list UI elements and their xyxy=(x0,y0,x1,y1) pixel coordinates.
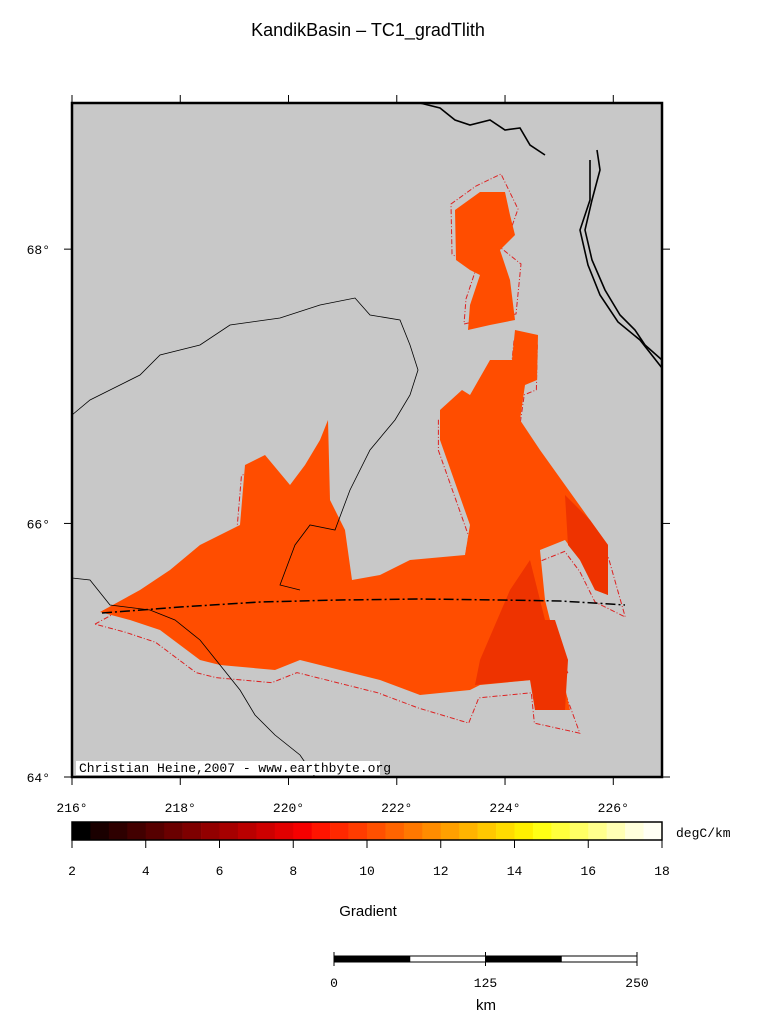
lat-tick-label: 68° xyxy=(27,243,50,258)
colorbar-swatch xyxy=(403,822,423,840)
scalebar-tick-label: 250 xyxy=(625,976,648,991)
colorbar-swatch xyxy=(477,822,497,840)
title: KandikBasin – TC1_gradTlith xyxy=(251,20,485,41)
credit-background xyxy=(76,761,380,775)
colorbar-swatch xyxy=(606,822,626,840)
scalebar-unit: km xyxy=(476,997,496,1014)
basin-high-gradient xyxy=(475,495,608,710)
lat-tick-label: 66° xyxy=(27,517,50,532)
colorbar-swatch xyxy=(348,822,368,840)
colorbar-swatch xyxy=(219,822,239,840)
colorbar-swatch xyxy=(330,822,349,840)
colorbar-swatch xyxy=(367,822,386,840)
colorbar-tick-label: 6 xyxy=(216,864,224,879)
colorbar-swatch xyxy=(90,822,110,840)
lon-tick-label: 224° xyxy=(489,801,520,816)
colorbar-tick-label: 12 xyxy=(433,864,449,879)
colorbar-unit: degC/km xyxy=(676,826,731,841)
colorbar-swatch xyxy=(145,822,165,840)
colorbar-swatch xyxy=(237,822,257,840)
colorbar-swatch xyxy=(440,822,460,840)
colorbar-swatch xyxy=(625,822,644,840)
colorbar-swatch xyxy=(588,822,607,840)
colorbar-tick-label: 8 xyxy=(289,864,297,879)
colorbar-swatch xyxy=(551,822,571,840)
lon-tick-label: 220° xyxy=(273,801,304,816)
colorbar-tick-label: 18 xyxy=(654,864,670,879)
colorbar-swatch xyxy=(459,822,478,840)
colorbar-swatch xyxy=(385,822,405,840)
lon-tick-label: 216° xyxy=(56,801,87,816)
basin-fill xyxy=(100,192,608,710)
colorbar-tick-label: 14 xyxy=(507,864,523,879)
colorbar-swatch xyxy=(274,822,294,840)
colorbar-swatch xyxy=(496,822,515,840)
colorbar-swatch xyxy=(164,822,183,840)
colorbar-label: Gradient xyxy=(339,903,397,920)
colorbar-swatch xyxy=(311,822,331,840)
colorbar-swatch xyxy=(643,822,663,840)
colorbar-swatch xyxy=(256,822,276,840)
scalebar-segment xyxy=(333,955,411,963)
colorbar-swatch xyxy=(127,822,147,840)
lon-tick-label: 218° xyxy=(165,801,196,816)
lon-tick-label: 222° xyxy=(381,801,412,816)
borders xyxy=(71,297,419,778)
colorbar-swatch xyxy=(72,822,91,840)
coastline xyxy=(419,102,663,369)
colorbar-swatch xyxy=(532,822,552,840)
credit: Christian Heine,2007 - www.earthbyte.org xyxy=(79,761,391,776)
scalebar-segment xyxy=(485,955,562,963)
scalebar-segment xyxy=(409,955,486,963)
colorbar-swatch xyxy=(182,822,202,840)
colorbar-tick-label: 10 xyxy=(359,864,375,879)
scalebar-segment xyxy=(560,955,638,963)
map-area: Christian Heine,2007 - www.earthbyte.org xyxy=(70,101,664,779)
colorbar-swatch xyxy=(108,822,128,840)
scalebar-tick-label: 0 xyxy=(330,976,338,991)
scalebar: 0 125 250 xyxy=(330,952,649,991)
scalebar-tick-label: 125 xyxy=(474,976,497,991)
lat-tick-label: 64° xyxy=(27,771,50,786)
colorbar-swatch xyxy=(422,822,442,840)
colorbar-swatch xyxy=(201,822,220,840)
lon-tick-label: 226° xyxy=(598,801,629,816)
colorbar-tick-label: 16 xyxy=(580,864,596,879)
colorbar-swatch xyxy=(514,822,534,840)
colorbar-swatch xyxy=(293,822,312,840)
colorbar-tick-label: 4 xyxy=(142,864,150,879)
colorbar-swatch xyxy=(569,822,589,840)
map-frame xyxy=(70,101,664,779)
colorbar: 2 4 6 8 10 12 14 16 18 xyxy=(68,821,670,879)
profile-line xyxy=(101,598,626,614)
colorbar-tick-label: 2 xyxy=(68,864,76,879)
